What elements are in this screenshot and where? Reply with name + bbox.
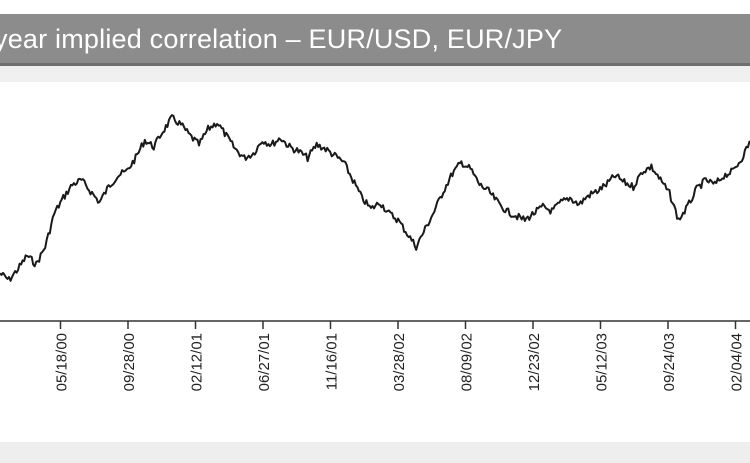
- x-tick-label: 11/16/01: [324, 333, 341, 390]
- x-tick-label: 08/09/02: [459, 333, 476, 391]
- x-tick-label: 09/24/03: [661, 333, 678, 391]
- series-line: [0, 114, 750, 282]
- x-tick-label: 05/18/00: [54, 333, 71, 391]
- x-tick-label: 09/28/00: [121, 333, 138, 391]
- top-margin: [0, 0, 750, 14]
- x-tick-label: 05/12/03: [594, 333, 611, 391]
- bottom-band: [0, 442, 750, 463]
- chart-title: year implied correlation – EUR/USD, EUR/…: [0, 24, 563, 54]
- x-tick-label: 01/03/00: [0, 333, 3, 391]
- x-tick-label: 06/27/01: [256, 333, 273, 391]
- x-tick-label: 02/12/01: [189, 333, 206, 391]
- title-bar: year implied correlation – EUR/USD, EUR/…: [0, 14, 750, 66]
- plot-panel: [0, 82, 750, 442]
- separator-band: [0, 66, 750, 82]
- x-tick-label: 03/28/02: [391, 333, 408, 391]
- x-tick-label: 12/23/02: [526, 333, 543, 391]
- x-tick-label: 02/04/04: [729, 333, 746, 391]
